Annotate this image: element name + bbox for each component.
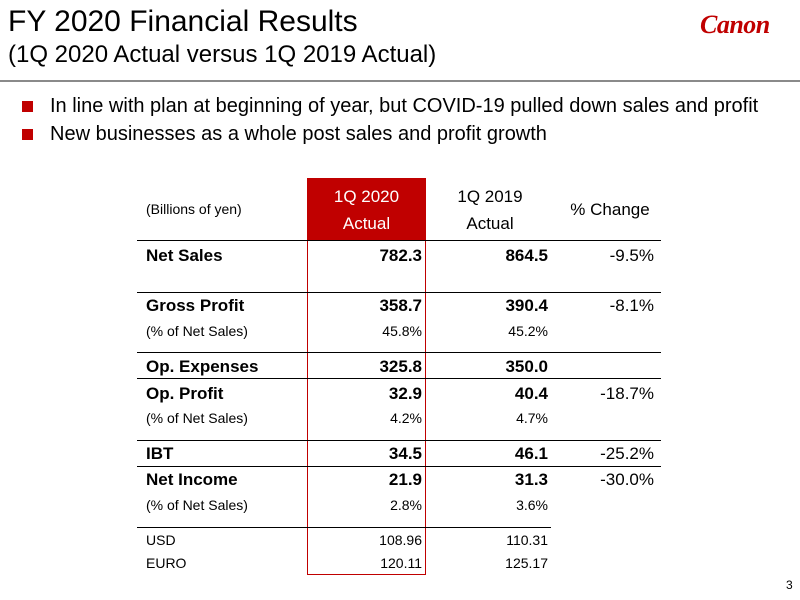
table-divider bbox=[137, 466, 661, 467]
col-header-1q2019-sub: Actual bbox=[466, 214, 514, 233]
table-divider bbox=[137, 440, 661, 441]
row-label: Op. Expenses bbox=[146, 357, 259, 376]
bullet-text: In line with plan at beginning of year, … bbox=[50, 95, 759, 117]
value-change: -25.2% bbox=[600, 444, 654, 463]
value-2019: 40.4 bbox=[514, 384, 548, 403]
row-label: USD bbox=[146, 532, 176, 548]
value-2020: 34.5 bbox=[388, 444, 422, 463]
row-label: IBT bbox=[146, 444, 174, 463]
value-2019: 4.7% bbox=[516, 410, 548, 426]
value-2019: 864.5 bbox=[505, 246, 548, 265]
col-header-1q2019: 1Q 2019 bbox=[457, 187, 523, 206]
row-label: Gross Profit bbox=[146, 296, 245, 315]
value-2020: 108.96 bbox=[379, 532, 422, 548]
value-2019: 46.1 bbox=[514, 444, 548, 463]
value-2020: 4.2% bbox=[390, 410, 422, 426]
bullet-text: New businesses as a whole post sales and… bbox=[50, 123, 547, 145]
row-label: (% of Net Sales) bbox=[146, 410, 248, 426]
bullet-item: In line with plan at beginning of year, … bbox=[20, 94, 790, 118]
value-2020: 358.7 bbox=[379, 296, 422, 315]
table-divider bbox=[137, 378, 661, 379]
row-label: Net Sales bbox=[146, 246, 223, 265]
table-divider bbox=[137, 240, 661, 241]
slide-title: FY 2020 Financial Results bbox=[8, 5, 358, 38]
row-label: EURO bbox=[146, 555, 187, 571]
value-2020: 32.9 bbox=[388, 384, 422, 403]
row-label: Op. Profit bbox=[146, 384, 224, 403]
value-2019: 3.6% bbox=[516, 497, 548, 513]
canon-logo: Canon bbox=[700, 10, 770, 39]
value-2019: 350.0 bbox=[505, 357, 548, 376]
table-divider bbox=[137, 352, 661, 353]
value-2020: 120.11 bbox=[380, 555, 422, 571]
value-2019: 31.3 bbox=[514, 470, 548, 489]
col-header-change: % Change bbox=[570, 200, 650, 219]
square-bullet-icon bbox=[22, 101, 33, 112]
value-2019: 390.4 bbox=[505, 296, 548, 315]
value-change: -18.7% bbox=[600, 384, 654, 403]
value-2020: 325.8 bbox=[379, 357, 422, 376]
value-2020: 21.9 bbox=[388, 470, 422, 489]
page-number: 3 bbox=[786, 578, 793, 592]
col-header-1q2020: 1Q 2020 bbox=[333, 187, 400, 206]
value-change: -30.0% bbox=[600, 470, 654, 489]
value-2019: 125.17 bbox=[505, 555, 548, 571]
row-label: (% of Net Sales) bbox=[146, 497, 248, 513]
bullet-list: In line with plan at beginning of year, … bbox=[20, 94, 790, 150]
value-2020: 45.8% bbox=[382, 323, 422, 339]
row-label: Net Income bbox=[146, 470, 238, 489]
value-2019: 110.31 bbox=[506, 532, 548, 548]
bullet-item: New businesses as a whole post sales and… bbox=[20, 122, 790, 146]
highlight-column-frame bbox=[307, 178, 426, 575]
slide-subtitle: (1Q 2020 Actual versus 1Q 2019 Actual) bbox=[8, 41, 437, 68]
highlight-header-box bbox=[307, 178, 426, 240]
value-2020: 782.3 bbox=[379, 246, 422, 265]
table-divider bbox=[137, 527, 551, 528]
square-bullet-icon bbox=[22, 129, 33, 140]
col-header-1q2020-sub: Actual bbox=[342, 214, 391, 233]
value-2020: 2.8% bbox=[390, 497, 422, 513]
value-change: -8.1% bbox=[609, 296, 654, 315]
row-label: (% of Net Sales) bbox=[146, 323, 248, 339]
title-divider bbox=[0, 80, 800, 82]
value-change: -9.5% bbox=[609, 246, 654, 265]
units-label: (Billions of yen) bbox=[146, 201, 242, 217]
value-2019: 45.2% bbox=[508, 323, 548, 339]
table-divider bbox=[137, 292, 661, 293]
